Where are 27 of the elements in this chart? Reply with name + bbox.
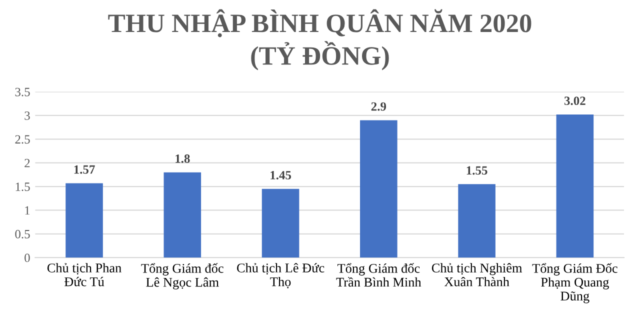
y-tick-label: 0.5 xyxy=(15,230,30,238)
data-label: 1.45 xyxy=(270,171,292,180)
data-label: 3.02 xyxy=(564,96,586,106)
chart-title: THU NHẬP BÌNH QUÂN NĂM 2020 (TỶ ĐỒNG) xyxy=(108,9,532,70)
y-tick-label: 2.5 xyxy=(15,135,30,144)
data-label: 1.55 xyxy=(466,166,488,175)
bar xyxy=(262,188,300,258)
y-tick-label: 2 xyxy=(24,158,30,168)
bar xyxy=(66,183,103,258)
y-tick-label: 0 xyxy=(24,254,30,262)
x-tick-label: Chủ tịch Phan Đức Tú xyxy=(47,263,122,286)
data-label: 1.8 xyxy=(176,154,190,163)
y-tick-label: 1 xyxy=(25,206,30,215)
x-tick-label: Chủ tịch Lê Đức Thọ xyxy=(237,263,324,288)
data-label: 2.9 xyxy=(371,102,386,111)
x-tick-label: Tổng Giám đốc Lê Ngọc Lâm xyxy=(141,263,224,290)
bar xyxy=(556,114,594,258)
bar xyxy=(360,120,398,258)
x-tick-label: Chủ tịch Nghiêm Xuân Thành xyxy=(432,263,522,286)
x-tick-label: Tổng Giám đốc Trần Bình Minh xyxy=(336,263,422,287)
x-tick-label: Tổng Giám Đốc Phạm Quang Dũng xyxy=(532,263,618,304)
y-tick-label: 3 xyxy=(24,112,30,120)
data-label: 1.57 xyxy=(74,165,95,174)
y-tick-label: 3.5 xyxy=(15,88,30,96)
y-tick-label: 1.5 xyxy=(16,182,30,192)
bar xyxy=(164,172,202,258)
bar xyxy=(458,184,496,258)
